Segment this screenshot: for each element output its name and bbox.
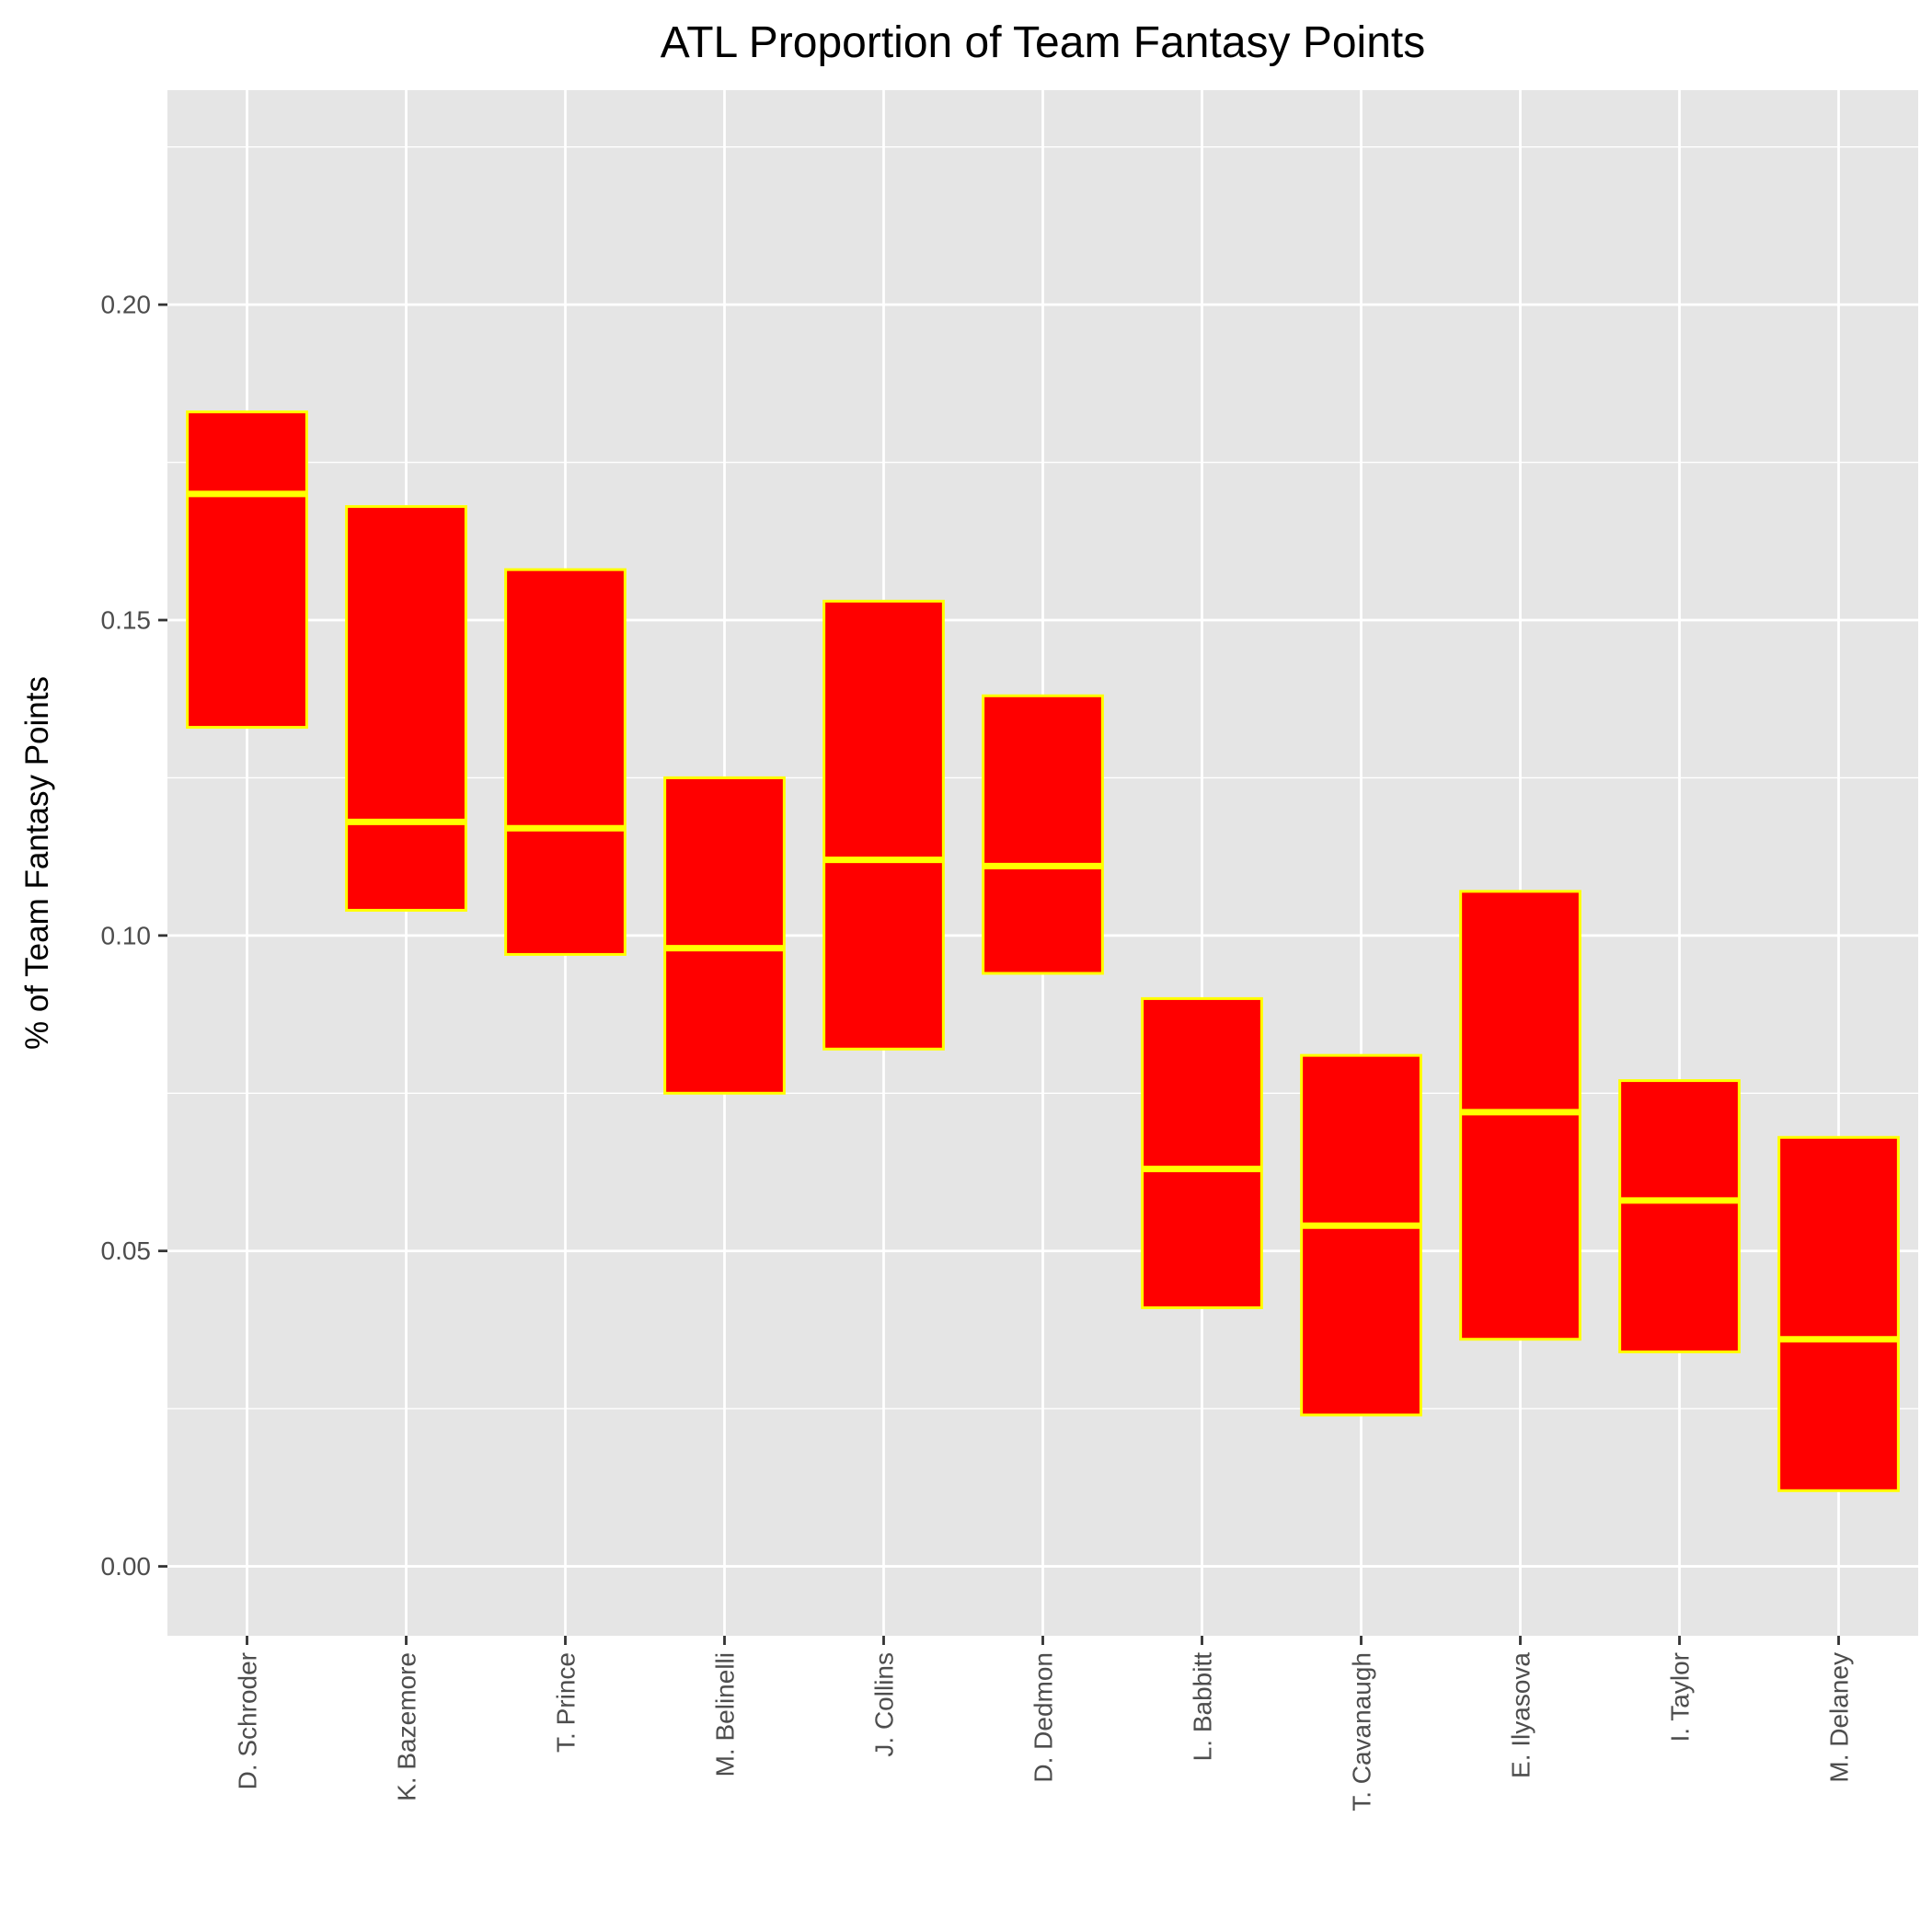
x-tick-label: K. Bazemore [393,1652,421,1801]
box-iqr [504,568,627,956]
x-tick-label: M. Belinelli [711,1652,740,1777]
box [982,694,1104,975]
y-tick-label: 0.10 [101,921,152,949]
box [1618,1079,1741,1353]
x-tick-label: E. Ilyasova [1507,1652,1535,1778]
x-tick-label: I. Taylor [1666,1652,1695,1742]
y-tick-label: 0.15 [101,606,152,635]
box-layer [186,410,1900,1492]
y-tick-label: 0.20 [101,291,152,319]
box [822,599,945,1051]
y-axis-title: % of Team Fantasy Points [19,676,55,1050]
box [504,568,627,956]
box-iqr [345,505,467,912]
box-iqr [663,776,786,1095]
box-iqr [982,694,1104,975]
box [1777,1135,1900,1492]
y-axis: 0.00 0.05 0.10 0.15 0.20 [101,291,167,1581]
box-iqr [822,599,945,1051]
box [1459,890,1581,1341]
y-tick-label: 0.05 [101,1236,152,1265]
box [1300,1053,1422,1417]
box [345,505,467,912]
box-iqr [1300,1053,1422,1417]
x-axis: D. Schroder K. Bazemore T. Prince M. Beline… [234,1636,1854,1811]
x-tick-label: L. Babbitt [1189,1652,1217,1762]
box [663,776,786,1095]
box-iqr [1141,996,1263,1309]
x-tick-label: M. Delaney [1825,1652,1854,1783]
box-iqr [186,410,308,730]
box [1141,996,1263,1309]
x-tick-label: D. Schroder [234,1652,262,1789]
x-tick-label: J. Collins [870,1652,899,1757]
box [186,410,308,730]
box-iqr [1618,1079,1741,1353]
x-tick-label: D. Dedmon [1029,1652,1058,1783]
y-tick-label: 0.00 [101,1552,152,1581]
chart-title: ATL Proportion of Team Fantasy Points [661,18,1426,67]
box-iqr [1777,1135,1900,1492]
x-tick-label: T. Prince [552,1652,581,1753]
x-tick-label: T. Cavanaugh [1348,1652,1376,1811]
